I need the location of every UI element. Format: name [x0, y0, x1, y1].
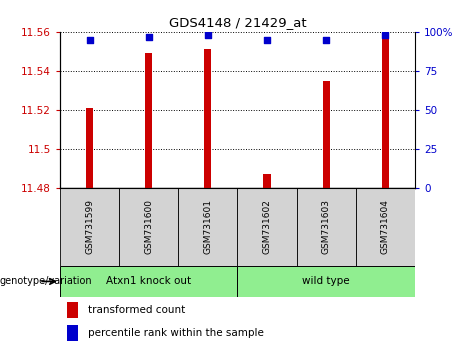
Text: GSM731604: GSM731604 [381, 199, 390, 254]
Bar [382, 28, 389, 188]
Bar [237, 188, 296, 266]
Bar [263, 174, 271, 188]
Bar [323, 80, 330, 188]
Text: genotype/variation: genotype/variation [0, 276, 93, 286]
Bar [60, 188, 119, 266]
Bar [237, 266, 415, 297]
Text: GSM731601: GSM731601 [203, 199, 213, 254]
Point [382, 32, 389, 38]
Bar [204, 49, 212, 188]
Point [86, 37, 93, 42]
Bar [119, 188, 178, 266]
Text: GSM731600: GSM731600 [144, 199, 153, 254]
Text: GSM731599: GSM731599 [85, 199, 94, 254]
Bar [86, 108, 93, 188]
Text: transformed count: transformed count [89, 305, 186, 315]
Bar [145, 53, 152, 188]
Text: percentile rank within the sample: percentile rank within the sample [89, 328, 264, 338]
Text: GSM731603: GSM731603 [322, 199, 331, 254]
Bar [356, 188, 415, 266]
Text: wild type: wild type [302, 276, 350, 286]
Text: GSM731602: GSM731602 [262, 199, 272, 254]
Point [145, 34, 152, 39]
Text: Atxn1 knock out: Atxn1 knock out [106, 276, 191, 286]
Bar [60, 266, 237, 297]
Bar [67, 302, 77, 318]
Point [322, 37, 330, 42]
Bar [178, 188, 237, 266]
Point [204, 32, 212, 38]
Title: GDS4148 / 21429_at: GDS4148 / 21429_at [169, 16, 306, 29]
Bar [296, 188, 356, 266]
Bar [67, 325, 77, 341]
Point [263, 37, 271, 42]
